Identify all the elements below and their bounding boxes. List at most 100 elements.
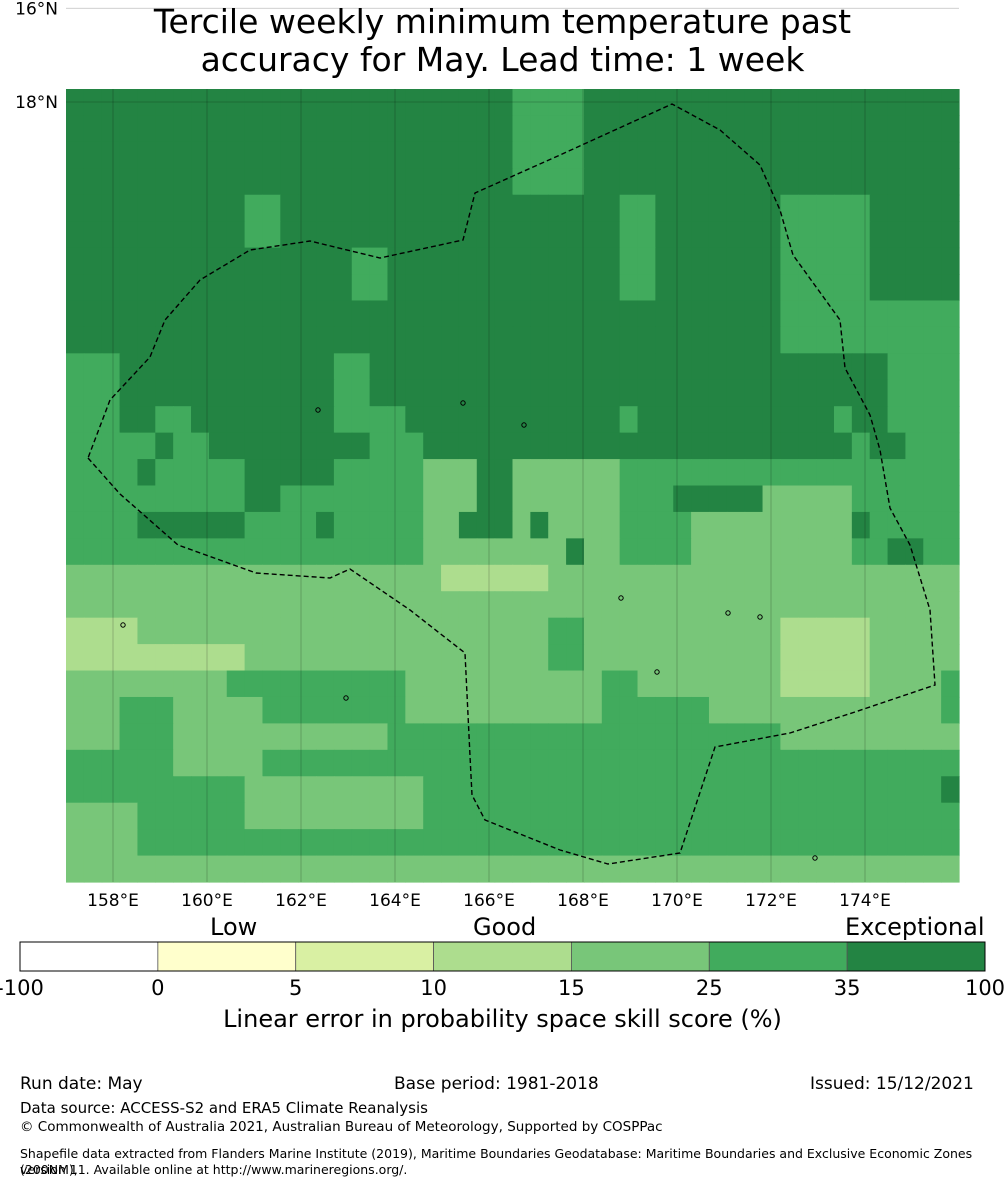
heatmap-cell [119,511,139,539]
heatmap-cell [244,829,264,857]
heatmap-cell [566,274,585,302]
heatmap-cell [583,326,603,354]
heatmap-cell [423,221,442,249]
heatmap-cell [619,591,639,619]
heatmap-cell [691,379,710,407]
heatmap-cell [512,89,531,117]
heatmap-cell [744,485,764,513]
heatmap-cell [744,221,764,249]
heatmap-cell [494,749,514,777]
heatmap-cell [280,670,299,698]
heatmap-cell [369,247,389,275]
heatmap-cell [173,829,192,857]
heatmap-cell [673,353,692,381]
heatmap-cell [530,326,549,354]
heatmap-cell [869,829,889,857]
heatmap-cell [869,617,889,645]
heatmap-cell [66,511,85,539]
heatmap-cell [244,300,264,328]
heatmap-cell [530,723,549,751]
heatmap-cell [351,300,371,328]
heatmap-cell [316,326,335,354]
heatmap-cell [833,247,853,275]
heatmap-cell [530,776,549,804]
heatmap-cell [333,670,353,698]
heatmap-cell [423,406,442,434]
heatmap-cell [851,511,871,539]
heatmap-cell [583,802,603,830]
heatmap-cell [708,644,728,672]
heatmap-cell [512,379,531,407]
heatmap-cell [405,274,424,302]
heatmap-cell [869,696,889,724]
copyright-notice: © Commonwealth of Australia 2021, Austra… [20,1119,663,1135]
heatmap-cell [601,379,621,407]
heatmap-cell [244,776,264,804]
heatmap-cell [191,89,210,117]
heatmap-cell [869,168,889,196]
colorbar-title: Linear error in probability space skill … [223,1005,782,1033]
heatmap-cell [655,776,674,804]
heatmap-cell [941,459,960,487]
heatmap-cell [476,855,496,883]
heatmap-cell [208,300,228,328]
heatmap-cell [637,802,656,830]
heatmap-cell [405,247,424,275]
heatmap-cell [583,274,603,302]
heatmap-cell [208,723,228,751]
heatmap-cell [816,168,835,196]
heatmap-cell [298,379,317,407]
heatmap-cell [923,353,942,381]
heatmap-cell [851,485,871,513]
heatmap-cell [316,247,335,275]
heatmap-cell [708,511,728,539]
heatmap-cell [762,194,781,222]
heatmap-cell [423,591,442,619]
heatmap-cell [887,829,907,857]
heatmap-cell [762,802,781,830]
heatmap-cell [226,564,246,592]
heatmap-cell [816,247,835,275]
colorbar-label-low: Low [210,913,258,941]
heatmap-cell [583,194,603,222]
heatmap-cell [262,141,281,169]
heatmap-cell [191,670,210,698]
heatmap-cell [244,802,264,830]
heatmap-cell [137,300,156,328]
heatmap-cell [566,644,585,672]
heatmap-cell [405,432,424,460]
heatmap-cell [530,221,549,249]
heatmap-cell [476,802,496,830]
heatmap-cell [869,459,889,487]
heatmap-cell [691,353,710,381]
heatmap-cell [333,353,353,381]
heatmap-cell [941,89,960,117]
heatmap-cell [476,274,496,302]
heatmap-cell [191,485,210,513]
heatmap-cell [637,644,656,672]
heatmap-cell [941,511,960,539]
heatmap-cell [619,802,639,830]
island-outline [120,622,126,628]
heatmap-cell [941,406,960,434]
heatmap-cell [101,406,121,434]
island-outline [460,400,466,406]
heatmap-cell [101,776,121,804]
heatmap-cell [923,617,942,645]
heatmap-cell [673,221,692,249]
heatmap-cell [66,221,85,249]
heatmap-cell [458,194,478,222]
heatmap-cell [423,89,442,117]
heatmap-cell [923,115,942,143]
heatmap-cell [155,564,174,592]
heatmap-cell [476,300,496,328]
heatmap-cell [816,749,835,777]
colorbar-segment [708,941,848,972]
heatmap-cell [66,855,85,883]
heatmap-cell [637,511,656,539]
heatmap-cell [941,141,960,169]
heatmap-cell [512,776,531,804]
heatmap-cell [369,432,389,460]
heatmap-cell [923,749,942,777]
heatmap-cell [262,670,281,698]
